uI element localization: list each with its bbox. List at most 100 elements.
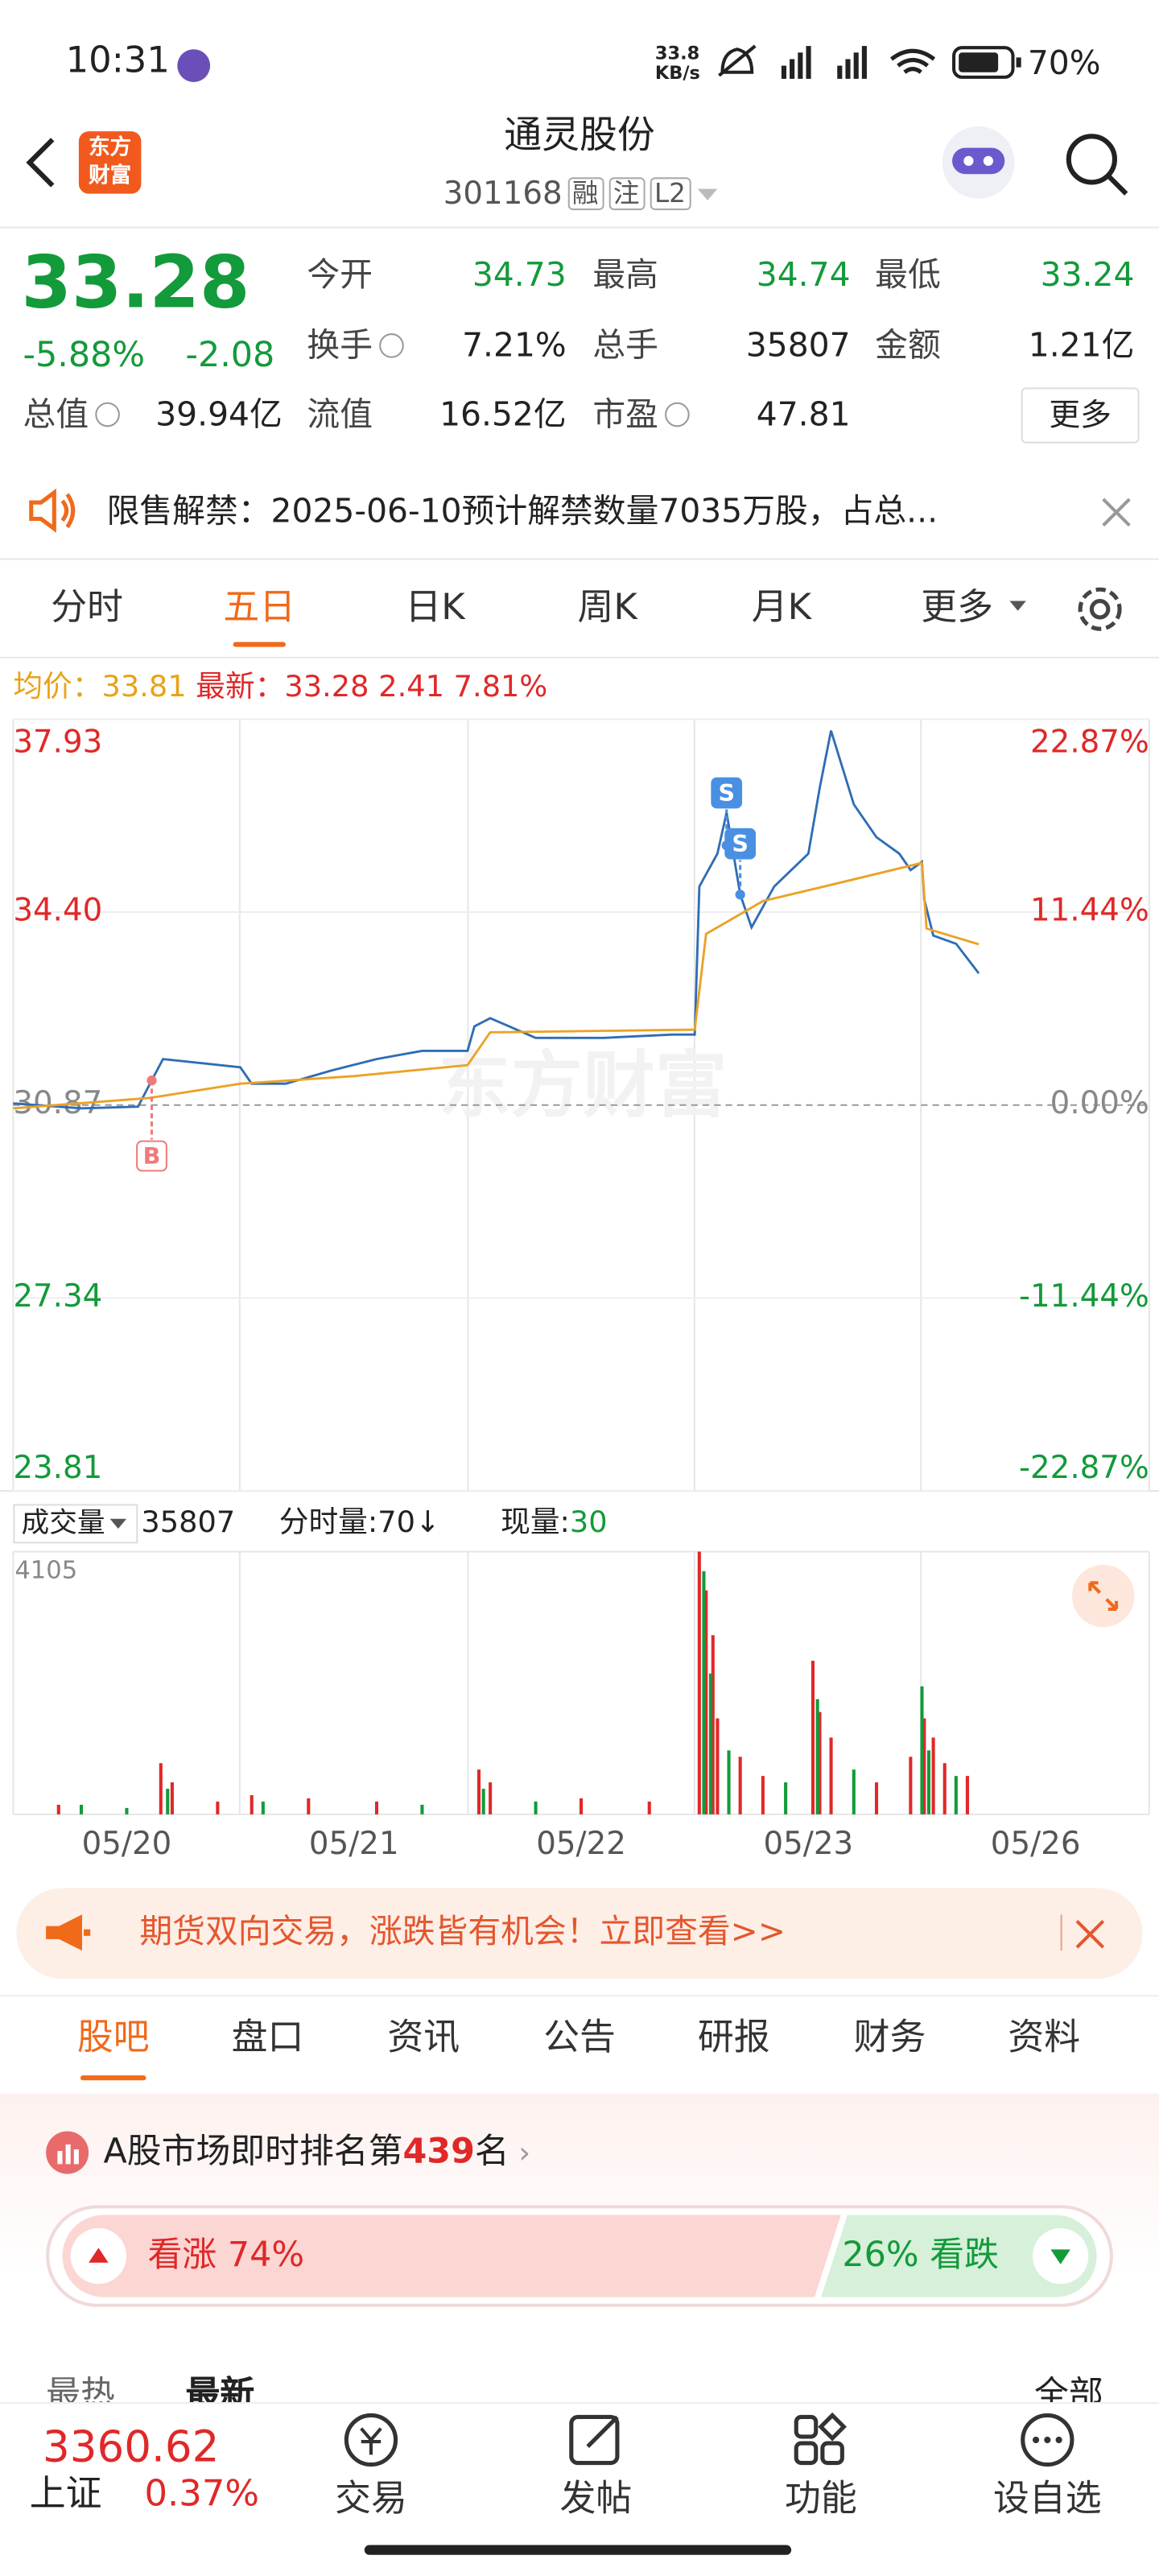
app-logo[interactable]: 东方财富: [78, 131, 142, 194]
volume-bar: [711, 1635, 715, 1814]
stock-code-row: 301168 融注 L2: [443, 177, 719, 211]
field-label: 今开: [307, 254, 373, 295]
more-arrow: [1009, 601, 1026, 611]
notice-bar[interactable]: [0, 463, 1159, 559]
dropdown-icon[interactable]: [695, 185, 719, 201]
post-icon: [569, 2414, 620, 2466]
notice-close[interactable]: [1100, 496, 1133, 529]
back-button[interactable]: [19, 134, 62, 190]
tag-list: 融注 L2: [567, 177, 691, 211]
bear-segment: [821, 2215, 1097, 2297]
volume-bar: [79, 1804, 84, 1814]
ranking-number: 439: [402, 2131, 475, 2171]
field-label: 最低: [875, 254, 941, 295]
ranking-text[interactable]: A股市场即时排名第439名 ›: [103, 2131, 531, 2171]
trade-marker-badge: [136, 1140, 167, 1172]
stock-name: 通灵股份: [504, 114, 655, 158]
content-tab[interactable]: 股吧: [76, 2017, 150, 2059]
volume-bar: [708, 1673, 713, 1814]
volume-bar: [125, 1807, 129, 1814]
volume-bar: [818, 1711, 822, 1814]
info-icon[interactable]: [95, 402, 120, 427]
volume-label: 成交量: [21, 1507, 105, 1541]
tick-volume-arrow: ↓: [415, 1505, 440, 1541]
volume-bar: [954, 1776, 958, 1814]
stock-tag: L2: [649, 177, 691, 211]
x-tick-label: 05/22: [536, 1826, 626, 1862]
volume-bar: [534, 1801, 538, 1814]
tab-underline: [80, 2075, 146, 2081]
content-tab[interactable]: 财务: [853, 2017, 926, 2059]
trade-marker-label: S: [732, 830, 749, 857]
trade-icon: [344, 2413, 398, 2467]
current-volume-value: 30: [569, 1505, 608, 1541]
ad-banner[interactable]: [16, 1888, 1143, 1979]
nav-label[interactable]: 功能: [784, 2479, 857, 2520]
content-tab[interactable]: 公告: [543, 2017, 616, 2059]
index-name[interactable]: 上证: [29, 2474, 102, 2516]
volume-bar: [374, 1801, 379, 1814]
nav-label[interactable]: 交易: [335, 2479, 407, 2520]
settings-button[interactable]: [1074, 583, 1126, 635]
chart-tab[interactable]: 五日: [223, 588, 296, 630]
volume-bar: [784, 1782, 788, 1814]
volume-selector[interactable]: 成交量: [13, 1504, 138, 1544]
function-icon: [794, 2412, 848, 2466]
content-tab[interactable]: 盘口: [231, 2017, 304, 2059]
expand-button[interactable]: [1070, 1563, 1136, 1629]
chart-tab[interactable]: 分时: [51, 588, 123, 630]
price-line: [13, 861, 980, 1110]
info-icon[interactable]: [665, 402, 690, 427]
index-value[interactable]: 3360.62: [43, 2423, 220, 2473]
field-value: 16.52亿: [439, 394, 567, 434]
x-tick-label: 05/26: [991, 1826, 1081, 1862]
y-tick-label: 23.81: [13, 1450, 102, 1486]
notice-icon: [29, 488, 76, 533]
bull-text[interactable]: 看涨 74%: [148, 2237, 305, 2273]
battery-level: 70%: [1027, 43, 1101, 82]
volume-total: 35807: [141, 1505, 236, 1541]
search-button[interactable]: [1061, 128, 1133, 200]
ad-close[interactable]: [1074, 1918, 1107, 1951]
trade-marker-dot: [735, 890, 745, 900]
notice-text[interactable]: 限售解禁：2025-06-10预计解禁数量7035万股，占总...: [106, 490, 938, 530]
stock-tag: 注: [608, 177, 645, 211]
nav-label[interactable]: 设自选: [993, 2479, 1102, 2520]
chart-tab[interactable]: 更多: [921, 588, 994, 630]
field-label: 最高: [592, 254, 658, 295]
battery-icon: [952, 46, 1021, 79]
content-tab[interactable]: 资讯: [387, 2017, 460, 2059]
avg-price: 33.81: [101, 670, 187, 705]
sentiment-bar: [62, 2215, 1097, 2297]
volume-bar: [965, 1776, 969, 1814]
chart-tab[interactable]: 日K: [405, 588, 465, 630]
current-volume-label: 现量:: [501, 1505, 570, 1541]
ranking-suffix: 名: [474, 2131, 509, 2171]
y2-tick-label: -11.44%: [1019, 1278, 1149, 1315]
chart-tab[interactable]: 月K: [751, 588, 812, 630]
ad-text[interactable]: 期货双向交易，涨跌皆有机会！立即查看>>: [139, 1911, 786, 1951]
volume-bar: [481, 1789, 485, 1814]
divider: [0, 558, 1159, 560]
nav-label[interactable]: 发帖: [559, 2479, 633, 2520]
index-change[interactable]: 0.37%: [144, 2474, 260, 2516]
volume-bar: [261, 1801, 265, 1814]
volume-bar: [852, 1769, 856, 1814]
x-tick-label: 05/21: [309, 1826, 399, 1862]
content-tab[interactable]: 研报: [697, 2017, 770, 2059]
volume-bar: [159, 1763, 163, 1814]
chart-tab[interactable]: 周K: [577, 588, 637, 630]
info-icon[interactable]: [379, 333, 404, 358]
trade-marker-dot: [146, 1075, 157, 1086]
content-tab[interactable]: 资料: [1008, 2017, 1081, 2059]
robot-avatar[interactable]: [936, 122, 1021, 204]
volume-bar: [909, 1757, 913, 1814]
field-value: 34.73: [472, 254, 567, 295]
last-price: 33.28: [284, 670, 369, 705]
field-value: 33.24: [1040, 254, 1135, 295]
volume-bar: [56, 1804, 60, 1814]
ranking-icon: [46, 2131, 89, 2174]
bear-arrow: [1050, 2249, 1070, 2264]
more-button[interactable]: 更多: [1021, 387, 1140, 444]
bear-text[interactable]: 26% 看跌: [842, 2237, 999, 2273]
